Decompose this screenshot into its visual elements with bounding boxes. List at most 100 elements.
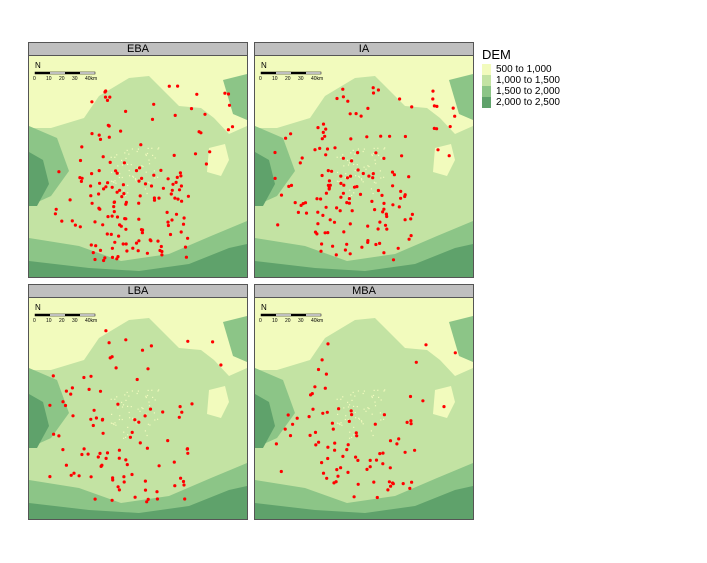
scale-tick-label: 30 <box>298 76 304 82</box>
terrain-speckle <box>115 182 117 184</box>
site-point <box>166 220 170 224</box>
site-point <box>91 423 95 428</box>
terrain-speckle <box>145 153 147 155</box>
site-point <box>345 176 350 180</box>
terrain-upland <box>449 74 473 120</box>
map-view[interactable]: N 0 10 20 30 40km <box>28 297 248 520</box>
site-point <box>384 212 388 216</box>
panel-eba: EBA N 0 10 20 30 40km <box>28 42 248 278</box>
terrain-speckle <box>145 396 147 399</box>
terrain-speckle <box>148 159 150 161</box>
site-point <box>380 193 384 197</box>
site-point <box>145 500 149 504</box>
site-point <box>133 495 137 499</box>
terrain-speckle <box>157 176 159 178</box>
site-point <box>341 87 345 91</box>
site-point <box>321 411 325 415</box>
site-point <box>170 188 174 192</box>
terrain-speckle <box>357 390 359 392</box>
site-point <box>139 143 143 147</box>
terrain-speckle <box>145 395 147 397</box>
site-point <box>211 340 215 344</box>
legend-item: 2,000 to 2,500 <box>482 97 560 108</box>
site-point <box>391 258 396 262</box>
north-arrow-icon: N <box>35 303 41 312</box>
site-point <box>327 186 331 190</box>
site-point <box>348 112 352 116</box>
terrain-lowland <box>433 144 455 176</box>
map-view[interactable]: N 0 10 20 30 40km <box>28 55 248 278</box>
terrain-speckle <box>380 399 382 401</box>
site-point <box>116 255 120 259</box>
terrain-speckle <box>344 418 346 421</box>
terrain-speckle <box>127 192 129 194</box>
site-point <box>117 488 121 492</box>
site-point <box>346 443 350 447</box>
terrain-speckle <box>380 419 382 421</box>
terrain-speckle <box>113 423 115 426</box>
site-point <box>122 161 126 165</box>
terrain-speckle <box>349 195 351 197</box>
site-point <box>122 192 126 196</box>
terrain-speckle <box>336 398 338 400</box>
site-point <box>173 113 177 117</box>
site-point <box>68 198 72 202</box>
site-point <box>110 214 114 218</box>
site-point <box>410 212 414 216</box>
terrain-speckle <box>354 395 356 397</box>
terrain-speckle <box>341 424 343 426</box>
site-point <box>166 177 170 181</box>
site-point <box>424 343 428 347</box>
site-point <box>124 227 128 231</box>
site-point <box>330 421 334 425</box>
terrain-speckle <box>362 150 364 153</box>
site-point <box>69 392 73 396</box>
site-point <box>122 480 126 484</box>
site-point <box>98 389 103 393</box>
terrain-speckle <box>363 390 365 392</box>
terrain-speckle <box>135 179 137 181</box>
site-point <box>64 463 68 467</box>
terrain-speckle <box>340 156 342 158</box>
terrain-highland <box>255 486 473 519</box>
site-point <box>186 194 190 198</box>
legend-item: 1,000 to 1,500 <box>482 75 560 86</box>
site-point <box>148 407 153 411</box>
site-point <box>321 122 326 126</box>
terrain-speckle <box>371 413 373 415</box>
terrain-speckle <box>114 180 116 182</box>
legend-swatch <box>482 97 491 108</box>
terrain-speckle <box>123 431 125 433</box>
map-view[interactable]: N 0 10 20 30 40km <box>254 297 474 520</box>
site-point <box>115 215 120 219</box>
site-point <box>347 201 351 205</box>
map-view[interactable]: N 0 10 20 30 40km <box>254 55 474 278</box>
site-point <box>313 148 317 152</box>
site-point <box>176 197 180 201</box>
site-point <box>124 338 128 342</box>
site-point <box>104 329 108 333</box>
site-point <box>365 467 369 471</box>
site-point <box>325 147 330 151</box>
site-point <box>333 448 337 452</box>
terrain-speckle <box>115 424 117 426</box>
site-point <box>72 471 76 475</box>
site-point <box>89 184 93 188</box>
site-point <box>105 232 109 236</box>
site-point <box>361 171 365 176</box>
site-point <box>326 183 330 187</box>
site-point <box>51 374 55 378</box>
site-point <box>112 200 116 204</box>
site-point <box>356 151 360 155</box>
site-point <box>114 366 118 370</box>
site-point <box>320 358 324 362</box>
site-point <box>330 169 334 173</box>
terrain-speckle <box>372 434 374 437</box>
site-point <box>124 242 128 246</box>
terrain-speckle <box>146 192 148 195</box>
site-point <box>342 230 346 234</box>
terrain-speckle <box>347 406 350 408</box>
terrain-speckle <box>116 154 118 156</box>
terrain-speckle <box>360 420 363 422</box>
site-point <box>348 174 353 178</box>
